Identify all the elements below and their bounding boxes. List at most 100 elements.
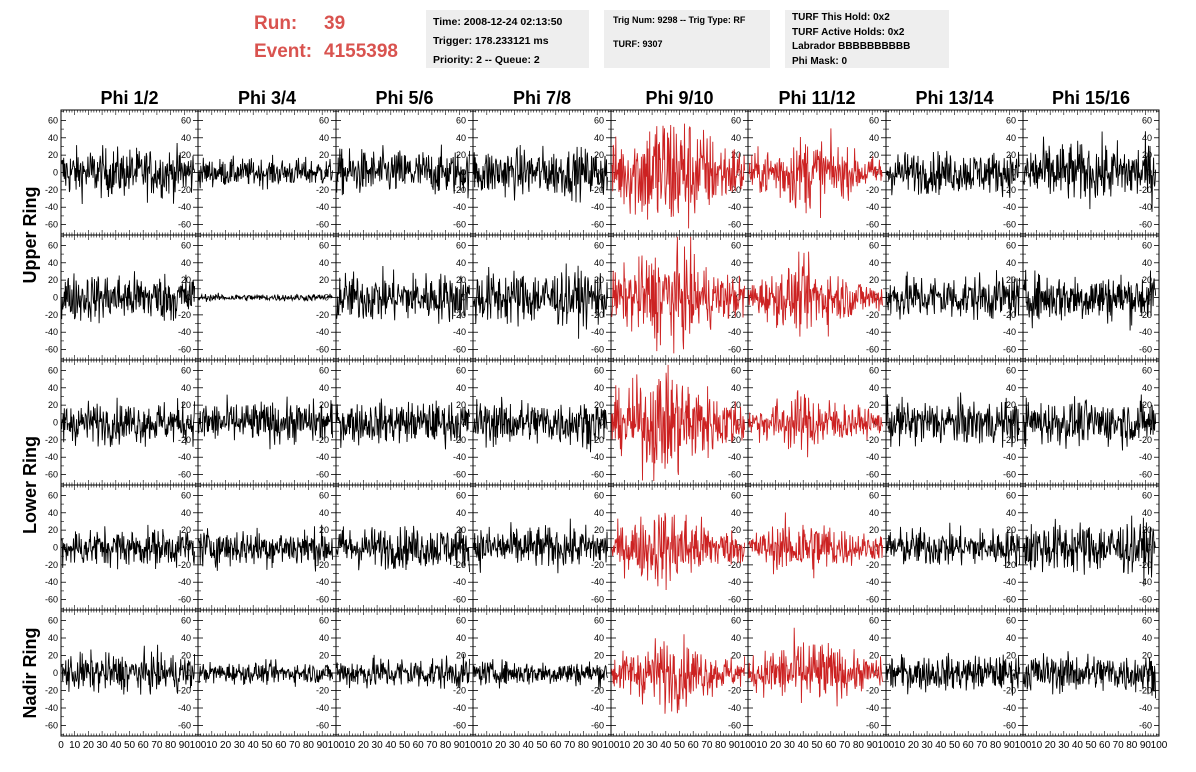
y-tick-label: 40 xyxy=(594,258,604,268)
y-tick-label: 0 xyxy=(53,293,58,303)
y-tick-label: -60 xyxy=(178,721,191,731)
y-tick-label: 20 xyxy=(181,525,191,535)
y-tick-label: 20 xyxy=(1142,525,1152,535)
y-tick-label: 40 xyxy=(1006,383,1016,393)
y-tick-label: -60 xyxy=(453,220,466,230)
y-tick-label: 20 xyxy=(869,400,879,410)
y-tick-label: -60 xyxy=(728,595,741,605)
waveform-trace xyxy=(1023,131,1157,212)
y-tick-label: 40 xyxy=(731,258,741,268)
y-tick-label: 40 xyxy=(319,508,329,518)
waveform-trace xyxy=(198,292,333,303)
y-tick-label: -60 xyxy=(45,470,58,480)
y-tick-label: 60 xyxy=(1006,365,1016,375)
waveform-trace xyxy=(198,524,333,572)
y-tick-label: -60 xyxy=(866,470,879,480)
y-tick-label: -20 xyxy=(316,185,329,195)
x-tick-label: 30 xyxy=(97,740,109,751)
y-tick-label: -20 xyxy=(178,185,191,195)
y-tick-label: 20 xyxy=(48,150,58,160)
y-tick-label: -40 xyxy=(866,452,879,462)
y-tick-label: 20 xyxy=(869,275,879,285)
y-tick-label: -20 xyxy=(591,435,604,445)
y-tick-label: -20 xyxy=(728,435,741,445)
waveform-trace xyxy=(1023,515,1157,587)
y-tick-label: -40 xyxy=(866,327,879,337)
y-tick-label: -20 xyxy=(316,310,329,320)
x-tick-label: 50 xyxy=(124,740,136,751)
y-tick-label: 20 xyxy=(319,525,329,535)
x-tick-label: 0 xyxy=(58,740,64,751)
y-tick-label: 0 xyxy=(324,668,329,678)
y-tick-label: -40 xyxy=(45,202,58,212)
x-tick-label: 90 xyxy=(317,740,329,751)
phi-mask-text: Phi Mask: 0 xyxy=(792,55,848,67)
y-tick-label: 40 xyxy=(1006,133,1016,143)
y-tick-label: 40 xyxy=(48,633,58,643)
waveform-trace xyxy=(611,123,746,229)
y-tick-label: 40 xyxy=(181,258,191,268)
y-tick-label: 40 xyxy=(594,383,604,393)
y-tick-label: 40 xyxy=(456,133,466,143)
y-tick-label: -40 xyxy=(178,202,191,212)
waveform-trace xyxy=(61,524,196,570)
y-tick-label: 60 xyxy=(48,490,58,500)
y-tick-label: -40 xyxy=(453,577,466,587)
y-tick-label: 60 xyxy=(456,365,466,375)
waveform-trace xyxy=(611,236,746,354)
turf-info-box: TURF This Hold: 0x2 TURF Active Holds: 0… xyxy=(785,10,949,68)
y-tick-label: 40 xyxy=(48,508,58,518)
x-tick-label: 60 xyxy=(138,740,150,751)
y-tick-label: 40 xyxy=(319,383,329,393)
y-tick-label: -60 xyxy=(1003,345,1016,355)
y-tick-label: 60 xyxy=(594,115,604,125)
waveform-trace xyxy=(886,522,1021,569)
y-tick-label: 60 xyxy=(456,616,466,626)
y-tick-label: -20 xyxy=(728,560,741,570)
x-tick-label: 40 xyxy=(248,740,260,751)
y-tick-label: -40 xyxy=(1003,202,1016,212)
y-tick-label: -60 xyxy=(178,595,191,605)
waveform-trace xyxy=(198,659,333,687)
y-tick-label: -40 xyxy=(178,577,191,587)
y-tick-label: 40 xyxy=(1006,508,1016,518)
y-tick-label: -40 xyxy=(316,452,329,462)
x-tick-label: 80 xyxy=(165,740,177,751)
x-tick-label: 10 xyxy=(69,740,81,751)
y-tick-label: -60 xyxy=(1139,470,1152,480)
y-tick-label: 0 xyxy=(736,293,741,303)
y-tick-label: -20 xyxy=(453,185,466,195)
x-tick-label: 30 xyxy=(234,740,246,751)
y-tick-label: -20 xyxy=(1003,560,1016,570)
trig-num-text: Trig Num: 9298 -- Trig Type: RF xyxy=(613,15,746,25)
y-tick-label: -40 xyxy=(316,703,329,713)
y-tick-label: 60 xyxy=(456,240,466,250)
y-tick-label: -40 xyxy=(591,452,604,462)
y-tick-label: 40 xyxy=(181,633,191,643)
y-tick-label: -60 xyxy=(728,470,741,480)
y-tick-label: 20 xyxy=(1142,150,1152,160)
y-tick-label: 20 xyxy=(181,150,191,160)
column-title: Phi 9/10 xyxy=(645,88,713,108)
y-tick-label: 40 xyxy=(731,133,741,143)
waveform-trace xyxy=(1023,269,1157,331)
waveform-trace xyxy=(336,525,471,573)
y-tick-label: -20 xyxy=(316,560,329,570)
y-tick-label: 20 xyxy=(869,150,879,160)
y-tick-label: -40 xyxy=(178,452,191,462)
y-tick-label: 60 xyxy=(319,490,329,500)
y-tick-label: 40 xyxy=(594,133,604,143)
x-tick-label: 100 xyxy=(328,740,345,751)
y-tick-label: 20 xyxy=(456,651,466,661)
y-tick-label: 20 xyxy=(48,400,58,410)
y-tick-label: -40 xyxy=(1139,202,1152,212)
y-tick-label: 60 xyxy=(594,240,604,250)
y-tick-label: -40 xyxy=(178,703,191,713)
y-tick-label: 60 xyxy=(48,365,58,375)
y-tick-label: 20 xyxy=(731,275,741,285)
y-tick-label: -60 xyxy=(453,470,466,480)
y-tick-label: -40 xyxy=(866,202,879,212)
waveform-trace xyxy=(61,644,196,695)
turf-text: TURF: 9307 xyxy=(613,39,663,49)
y-tick-label: -40 xyxy=(591,327,604,337)
